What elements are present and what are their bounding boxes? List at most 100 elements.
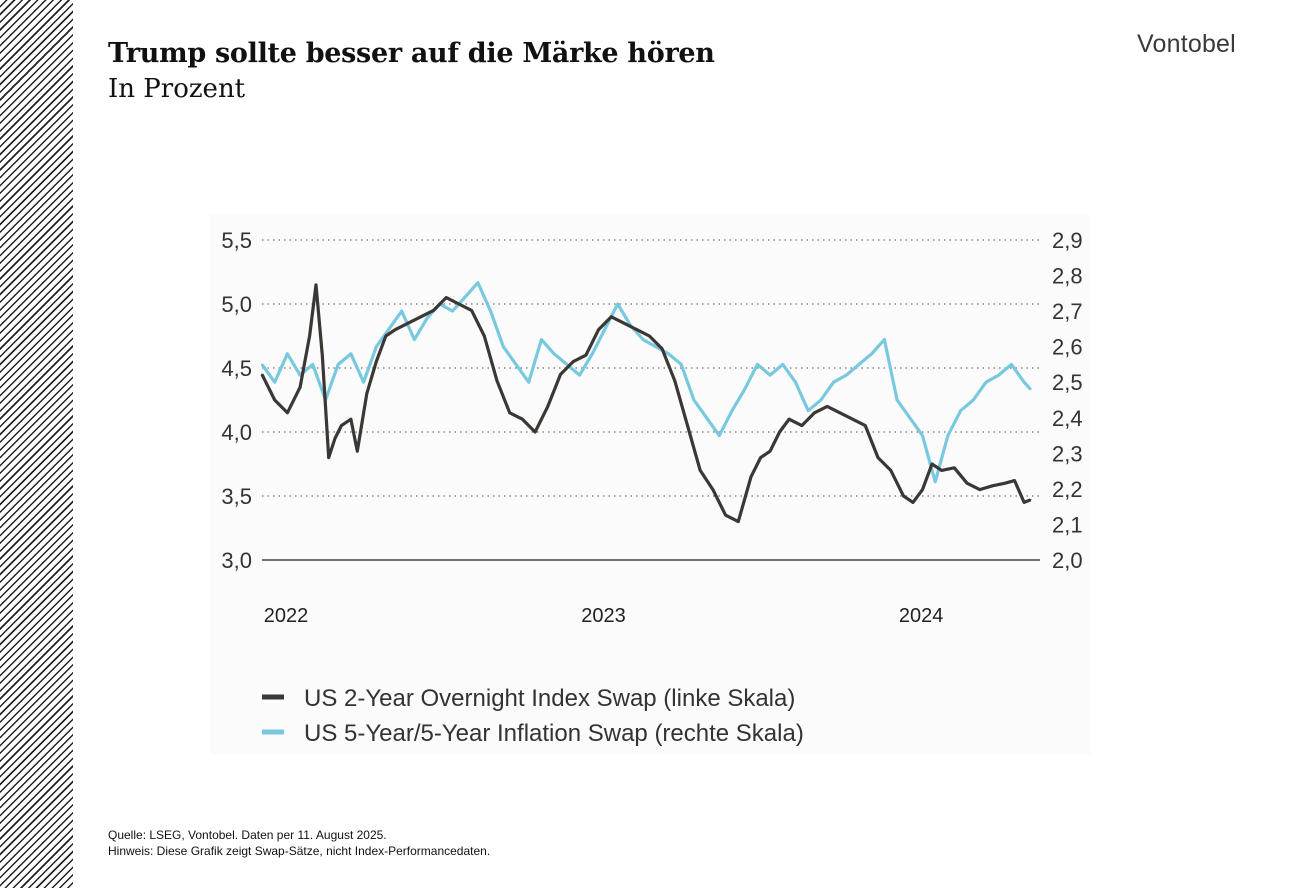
left-tick-label: 3,5	[221, 484, 252, 509]
data-point-ois	[521, 418, 524, 421]
data-point-inflation	[515, 363, 517, 366]
data-point-inflation	[591, 352, 594, 355]
data-point-ois	[759, 456, 762, 459]
data-point-inflation	[781, 363, 784, 366]
data-point-ois	[261, 373, 263, 376]
data-point-ois	[864, 424, 867, 427]
data-point-inflation	[388, 328, 390, 330]
data-point-ois	[912, 501, 914, 504]
data-point-ois	[308, 335, 311, 337]
data-point-ois	[1023, 501, 1025, 504]
data-point-inflation	[426, 317, 428, 320]
data-point-ois	[407, 322, 409, 325]
data-point-inflation	[896, 399, 898, 401]
right-tick-label: 2,6	[1052, 335, 1083, 360]
left-tick-label: 5,5	[221, 228, 252, 253]
data-point-inflation	[667, 352, 670, 355]
data-point-ois	[778, 431, 781, 433]
data-point-inflation	[921, 434, 924, 437]
data-point-ois	[953, 466, 956, 469]
data-point-inflation	[540, 338, 543, 341]
legend-label-inflation: US 5-Year/5-Year Inflation Swap (rechte …	[304, 720, 804, 747]
data-point-inflation	[883, 338, 886, 341]
data-point-ois	[375, 360, 378, 363]
x-tick-label: 2023	[581, 605, 626, 627]
data-point-ois	[699, 469, 702, 472]
data-point-inflation	[654, 345, 657, 348]
data-point-ois	[546, 405, 549, 408]
series-layer	[260, 281, 1032, 524]
data-point-ois	[889, 469, 892, 472]
data-point-ois	[737, 520, 740, 523]
data-point-ois	[902, 495, 905, 497]
left-axis: 5,5 5,0 4,5 4,0 3,5 3,0	[221, 228, 252, 573]
data-point-ois	[356, 450, 359, 453]
data-point-inflation	[731, 409, 733, 412]
x-tick-label: 2022	[264, 605, 309, 627]
data-point-ois	[508, 411, 511, 414]
right-tick-label: 2,4	[1052, 406, 1083, 431]
data-point-inflation	[959, 409, 962, 412]
data-point-inflation	[261, 363, 263, 366]
data-point-ois	[334, 437, 336, 440]
data-point-ois	[788, 418, 790, 421]
data-point-ois	[750, 475, 752, 478]
data-point-inflation	[616, 303, 619, 305]
right-tick-label: 2,0	[1052, 548, 1083, 573]
chart-background	[210, 215, 1090, 755]
data-point-ois	[966, 482, 968, 485]
data-point-inflation	[807, 409, 810, 412]
data-point-ois	[991, 484, 994, 487]
left-tick-label: 3,0	[221, 548, 252, 573]
data-point-ois	[419, 315, 422, 318]
data-point-inflation	[997, 374, 1000, 376]
data-point-ois	[877, 456, 879, 459]
data-point-ois	[299, 386, 301, 389]
data-point-ois	[712, 488, 714, 491]
data-point-ois	[470, 309, 473, 312]
data-point-inflation	[845, 374, 848, 376]
data-point-inflation	[553, 352, 555, 355]
chart-title: Trump sollte besser auf die Märke hören	[108, 38, 715, 69]
data-point-inflation	[286, 352, 289, 355]
data-point-ois	[978, 488, 981, 491]
left-tick-label: 5,0	[221, 292, 252, 317]
data-point-ois	[394, 328, 397, 331]
left-tick-label: 4,0	[221, 420, 252, 445]
data-point-inflation	[451, 310, 454, 312]
data-point-ois	[350, 418, 352, 421]
source-note: Quelle: LSEG, Vontobel. Daten per 11. Au…	[108, 828, 387, 842]
data-point-ois	[623, 322, 625, 325]
data-point-inflation	[502, 345, 505, 348]
data-point-ois	[445, 296, 448, 299]
data-point-ois	[1029, 498, 1032, 501]
data-point-inflation	[477, 281, 479, 284]
x-axis: 2022 2023 2024	[264, 605, 944, 627]
data-point-inflation	[934, 480, 937, 483]
decorative-hatch-border	[0, 0, 73, 888]
x-tick-label: 2024	[899, 605, 944, 627]
data-point-ois	[432, 309, 435, 312]
data-point-inflation	[464, 296, 467, 298]
data-point-ois	[327, 456, 330, 459]
data-point-inflation	[908, 416, 911, 419]
data-point-ois	[686, 424, 689, 427]
data-point-inflation	[642, 338, 644, 341]
data-point-ois	[839, 411, 841, 414]
data-point-ois	[673, 379, 676, 382]
right-tick-label: 2,7	[1052, 299, 1083, 324]
data-point-inflation	[705, 416, 708, 419]
right-tick-label: 2,1	[1052, 512, 1083, 537]
data-point-ois	[273, 399, 276, 401]
chart-subtitle: In Prozent	[108, 74, 246, 104]
data-point-ois	[826, 405, 829, 408]
disclaimer-note: Hinweis: Diese Grafik zeigt Swap-Sätze, …	[108, 844, 491, 858]
series-line-inflation	[260, 281, 1032, 484]
data-point-inflation	[578, 374, 581, 376]
data-point-ois	[496, 379, 498, 382]
data-point-ois	[321, 354, 324, 357]
data-point-inflation	[299, 374, 301, 376]
data-point-ois	[610, 315, 613, 318]
legend: US 2-Year Overnight Index Swap (linke Sk…	[262, 685, 804, 747]
right-axis: 2,9 2,8 2,7 2,6 2,5 2,4 2,3 2,2 2,1 2,0	[1052, 228, 1083, 573]
